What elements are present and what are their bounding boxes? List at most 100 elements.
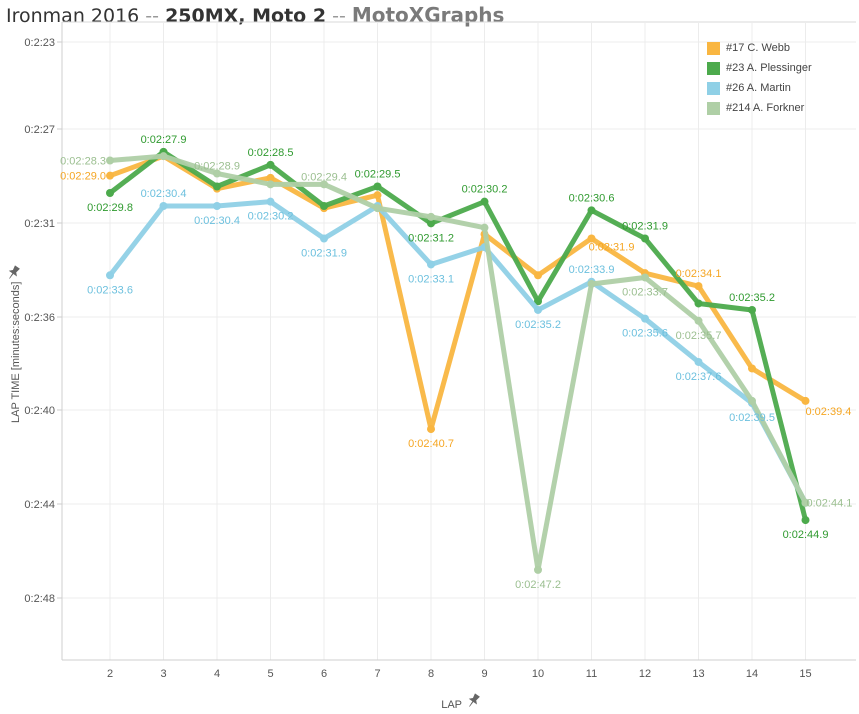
y-tick-label: 0:2:48 [24, 593, 55, 605]
data-point[interactable] [320, 180, 328, 189]
legend: #17 C. Webb #23 A. Plessinger #26 A. Marti… [707, 38, 812, 118]
data-point[interactable] [373, 182, 382, 191]
x-tick-label: 9 [481, 668, 487, 680]
data-label: 0:02:35.2 [515, 319, 561, 331]
data-point[interactable] [266, 197, 275, 206]
data-label: 0:02:33.1 [408, 273, 454, 285]
data-label: 0:02:44.9 [783, 529, 829, 541]
legend-swatch [707, 61, 720, 75]
data-label: 0:02:31.9 [301, 247, 347, 259]
legend-item[interactable]: #23 A. Plessinger [707, 58, 812, 78]
series-line-1[interactable] [109, 153, 807, 432]
x-tick-label: 7 [374, 668, 380, 680]
data-point[interactable] [534, 297, 542, 306]
y-tick-label: 0:2:23 [24, 37, 55, 49]
data-label: 0:02:33.7 [622, 286, 668, 298]
data-point[interactable] [320, 201, 328, 210]
data-point[interactable] [801, 498, 810, 507]
data-label: 0:02:30.2 [248, 211, 294, 223]
x-axis-pin-icon[interactable] [465, 692, 481, 709]
data-point[interactable] [159, 152, 168, 161]
data-label: 0:02:33.6 [87, 284, 133, 296]
data-label: 0:02:30.4 [141, 188, 187, 200]
data-label: 0:02:28.3 [60, 156, 106, 168]
series-line-4[interactable] [109, 153, 808, 573]
series-line-3[interactable] [108, 199, 808, 504]
data-point[interactable] [320, 234, 328, 243]
data-point[interactable] [694, 316, 703, 325]
series-line-2[interactable] [108, 149, 808, 521]
data-point[interactable] [373, 191, 382, 200]
x-tick-label: 5 [267, 668, 273, 680]
data-point[interactable] [106, 171, 114, 180]
x-tick-label: 11 [586, 668, 597, 680]
x-tick-label: 3 [160, 668, 166, 680]
data-label: 0:02:30.4 [194, 215, 240, 227]
data-point[interactable] [106, 189, 114, 197]
data-point[interactable] [427, 260, 435, 269]
data-label: 0:02:39.5 [729, 412, 775, 424]
data-point[interactable] [373, 204, 382, 213]
data-point[interactable] [480, 223, 489, 232]
legend-label: #214 A. Forkner [726, 102, 805, 114]
series-lines [106, 147, 810, 574]
data-label: 0:02:29.8 [87, 202, 133, 214]
data-point[interactable] [587, 234, 596, 243]
data-point[interactable] [641, 273, 649, 282]
x-tick-label: 15 [799, 668, 811, 680]
y-tick-label: 0:2:36 [24, 312, 55, 324]
data-point[interactable] [641, 234, 649, 243]
data-point[interactable] [534, 305, 542, 314]
data-point[interactable] [480, 197, 489, 206]
data-point[interactable] [213, 169, 221, 178]
data-point[interactable] [641, 314, 649, 323]
y-tick-label: 0:2:27 [24, 124, 55, 136]
data-label: 0:02:30.2 [462, 184, 508, 196]
data-point[interactable] [587, 279, 596, 288]
data-label: 0:02:29.4 [301, 171, 347, 183]
data-point[interactable] [694, 299, 703, 308]
data-label: 0:02:29.5 [355, 169, 401, 181]
data-point[interactable] [801, 516, 810, 525]
data-label: 0:02:33.9 [569, 264, 615, 276]
data-label: 0:02:34.1 [676, 268, 722, 280]
data-point[interactable] [213, 182, 221, 191]
legend-item[interactable]: #26 A. Martin [707, 78, 812, 98]
data-label: 0:02:27.9 [141, 134, 187, 146]
data-label: 0:02:47.2 [515, 579, 561, 591]
data-point[interactable] [266, 180, 275, 189]
data-point[interactable] [587, 206, 596, 215]
x-tick-label: 2 [107, 668, 113, 680]
data-point[interactable] [748, 364, 756, 373]
data-point[interactable] [534, 271, 542, 280]
data-point[interactable] [266, 173, 275, 182]
y-axis-pin-icon[interactable] [5, 264, 21, 281]
data-point[interactable] [694, 357, 703, 366]
x-tick-label: 12 [639, 668, 651, 680]
data-point[interactable] [106, 271, 114, 280]
data-label: 0:02:31.2 [408, 232, 454, 244]
data-point[interactable] [266, 160, 275, 169]
data-label: 0:02:40.7 [408, 438, 454, 450]
axes: 0:2:23 0:2:27 0:2:31 0:2:36 0:2:40 0:2:44 0:2:… [24, 22, 856, 680]
data-label: 0:02:44.1 [807, 498, 853, 510]
data-point[interactable] [106, 156, 114, 165]
data-point[interactable] [427, 425, 435, 434]
y-tick-label: 0:2:31 [24, 218, 55, 230]
data-point[interactable] [427, 212, 435, 221]
data-point[interactable] [801, 396, 810, 405]
data-point[interactable] [694, 282, 703, 291]
legend-item[interactable]: #17 C. Webb [707, 38, 812, 58]
data-label: 0:02:37.6 [676, 371, 722, 383]
y-axis-label: LAP TIME [minutes:seconds] [10, 282, 22, 423]
data-point[interactable] [427, 219, 435, 228]
data-label: 0:02:35.6 [622, 328, 668, 340]
data-point[interactable] [213, 201, 221, 210]
legend-swatch [707, 41, 720, 55]
data-point[interactable] [748, 396, 756, 405]
data-point[interactable] [159, 201, 168, 210]
data-point[interactable] [534, 565, 542, 574]
legend-item[interactable]: #214 A. Forkner [707, 98, 812, 118]
data-point[interactable] [748, 305, 756, 314]
